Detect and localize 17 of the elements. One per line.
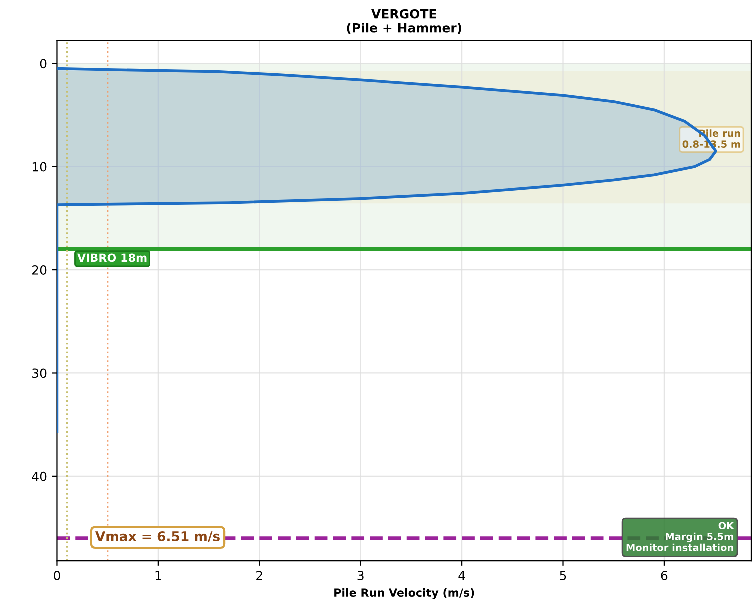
x-tick-label: 3 <box>358 571 364 580</box>
annotation: Vmax = 6.51 m/s <box>95 532 220 543</box>
x-tick-label: 6 <box>661 571 668 580</box>
y-tick-label: 40 <box>32 472 47 482</box>
x-tick-label: 0 <box>54 571 60 580</box>
chart-title: VERGOTE (Pile + Hammer) <box>347 9 462 34</box>
x-tick-label: 4 <box>458 571 466 580</box>
x-tick-label: 1 <box>156 571 162 580</box>
ref-line-label: VIBRO 18m <box>78 254 147 262</box>
y-tick-label: 30 <box>32 368 47 378</box>
y-tick-label: 0 <box>40 59 47 69</box>
x-axis-title: Pile Run Velocity (m/s) <box>334 588 474 600</box>
y-tick-label: 10 <box>32 162 47 172</box>
x-tick-label: 2 <box>256 571 262 580</box>
y-tick-label: 20 <box>32 266 47 275</box>
annotation: OK Margin 5.5m Monitor installation <box>626 522 734 552</box>
x-tick-label: 5 <box>560 571 566 580</box>
